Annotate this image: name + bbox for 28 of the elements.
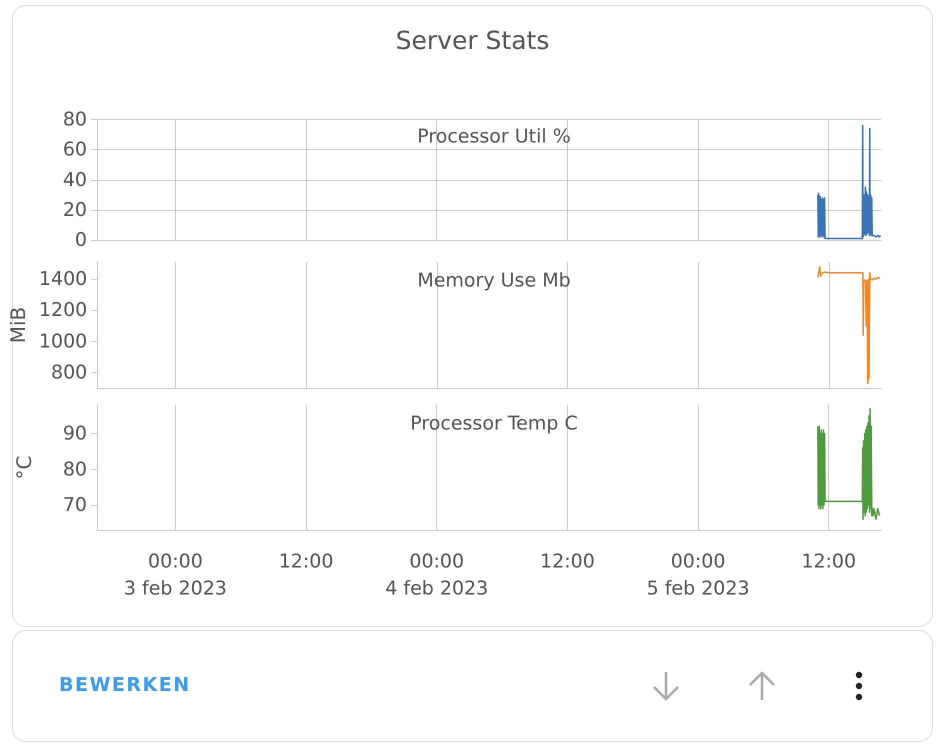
y-tick-label: 80 [62, 458, 87, 480]
y-tick-label: 70 [62, 494, 87, 516]
y-tick-label: 40 [62, 168, 87, 191]
chart-title: Memory Use Mb [417, 270, 571, 292]
x-tick-label: 12:00 [540, 550, 595, 572]
x-tick-label: 00:00 4 feb 2023 [385, 550, 488, 600]
chart-title: Processor Temp C [410, 412, 578, 434]
chart-title: Processor Util % [417, 126, 571, 148]
y-tick-label: 20 [62, 198, 87, 221]
x-tick-label: 00:00 5 feb 2023 [646, 550, 750, 600]
y-tick-label: 60 [62, 138, 87, 161]
x-tick-label: 12:00 [278, 550, 334, 572]
x-tick-label: 12:00 [801, 550, 856, 572]
line-series [817, 408, 880, 520]
x-tick-label: 00:00 3 feb 2023 [124, 550, 227, 600]
text: Server Stats [394, 26, 550, 55]
y-tick-label: 90 [62, 422, 87, 445]
y-tick-label: 1000 [38, 330, 88, 352]
y-tick-label: 80 [62, 108, 87, 130]
line-series [817, 124, 882, 240]
y-tick-label: 1400 [38, 268, 88, 290]
y-tick-label: 1200 [38, 299, 88, 322]
y-axis-title: MiB [6, 306, 30, 344]
y-tick-label: 800 [50, 361, 88, 384]
line-series [817, 266, 881, 384]
y-tick-label: 0 [74, 229, 87, 251]
y-axis-title: °C [12, 456, 36, 480]
text: BEWERKEN [59, 674, 191, 696]
